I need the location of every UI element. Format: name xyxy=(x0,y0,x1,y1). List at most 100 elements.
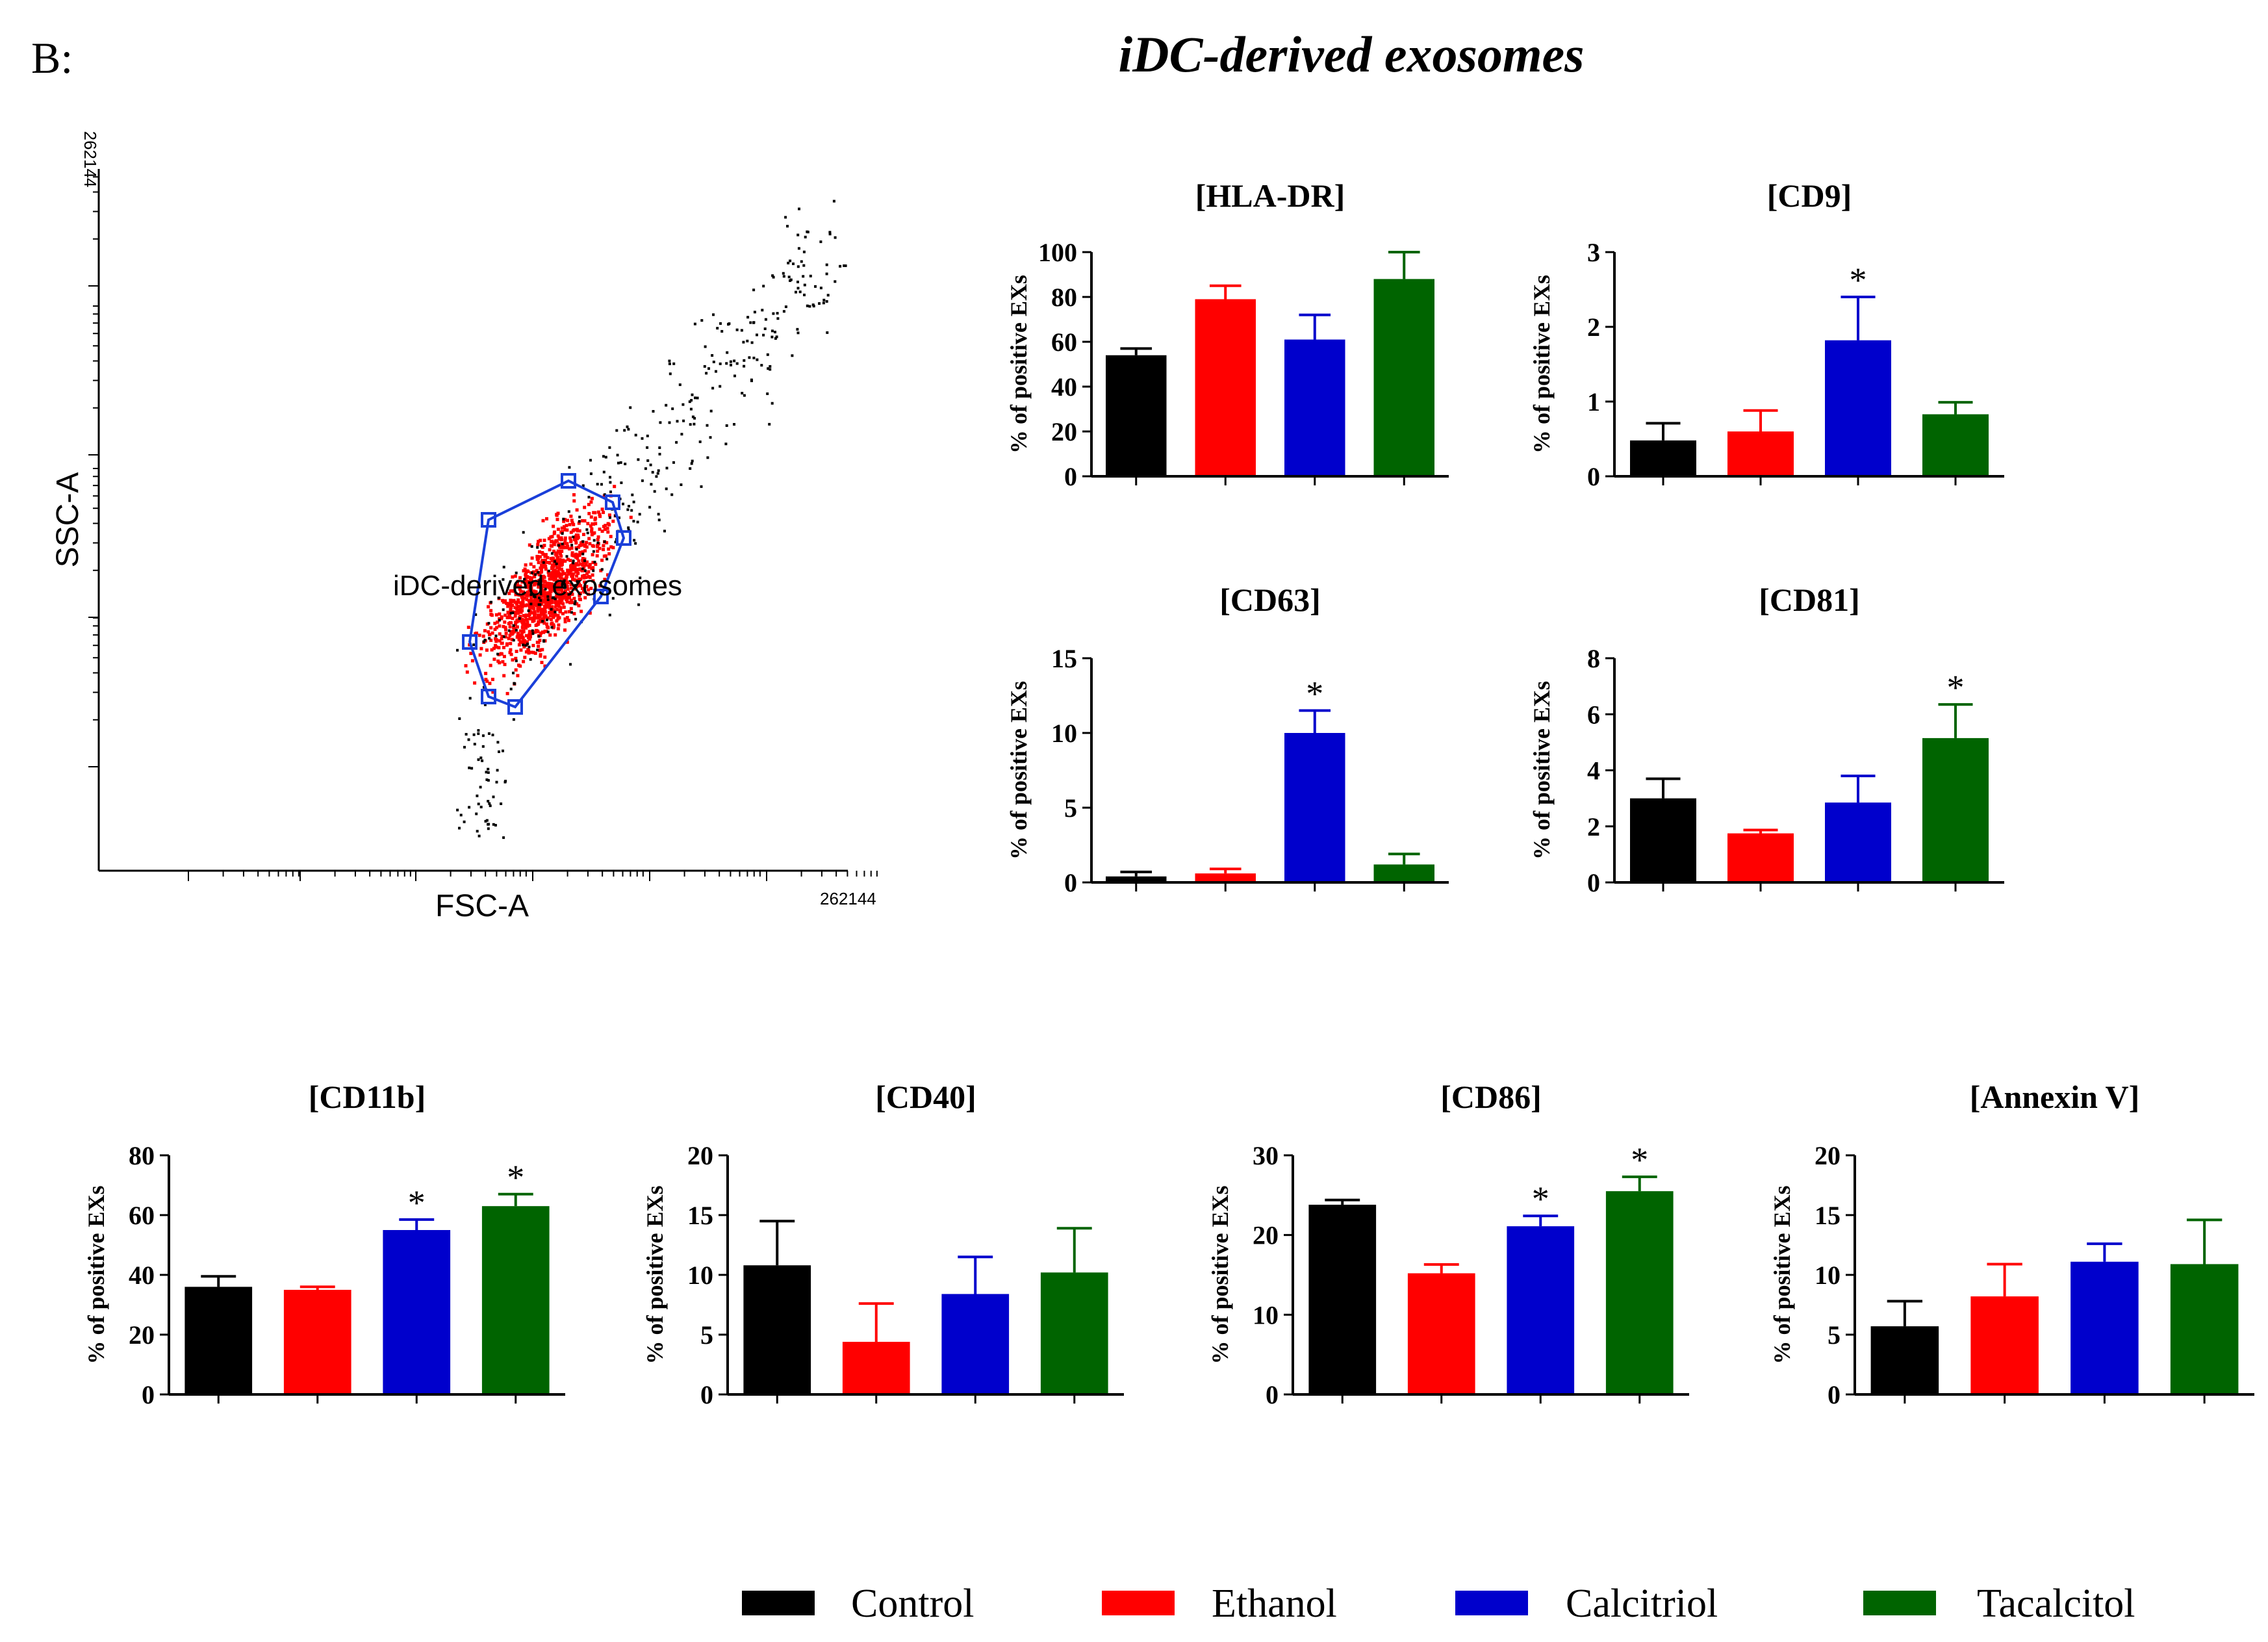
event-dot xyxy=(578,567,582,571)
event-dot xyxy=(555,591,559,595)
outlier-dot xyxy=(468,697,472,700)
event-dot xyxy=(537,539,541,543)
event-dot xyxy=(528,613,531,616)
event-dot xyxy=(555,619,559,623)
event-dot xyxy=(555,594,559,598)
event-dot xyxy=(523,656,527,660)
event-dot xyxy=(519,648,523,652)
event-dot xyxy=(552,524,555,528)
event-dot xyxy=(518,584,522,588)
event-dot xyxy=(566,587,570,591)
bar-chart: [CD81] % of positive EXs * 0 2 4 6 8 xyxy=(1529,582,2004,897)
event-dot xyxy=(522,593,526,597)
event-dot xyxy=(528,543,531,547)
event-dot xyxy=(580,543,584,547)
event-dot xyxy=(508,615,512,619)
outlier-dot xyxy=(742,340,745,344)
event-dot xyxy=(540,579,544,583)
y-tick-label: 60 xyxy=(129,1201,155,1230)
event-dot xyxy=(549,590,553,594)
y-tick-label: 0 xyxy=(700,1380,713,1409)
outlier-dot xyxy=(769,368,772,371)
outlier-dot xyxy=(496,652,500,656)
event-dot xyxy=(531,570,535,574)
event-dot xyxy=(505,691,509,695)
event-dot xyxy=(587,502,591,506)
outlier-dot xyxy=(693,422,696,426)
outlier-dot xyxy=(536,648,539,652)
event-dot xyxy=(529,584,533,588)
outlier-dot xyxy=(649,463,652,467)
outlier-dot xyxy=(762,333,765,337)
outlier-dot xyxy=(818,302,821,305)
y-axis-label: % of positive EXs xyxy=(1529,275,1555,454)
outlier-dot xyxy=(570,543,574,546)
outlier-dot xyxy=(604,455,607,459)
event-dot xyxy=(518,576,522,580)
event-dot xyxy=(512,589,516,593)
event-dot xyxy=(587,565,591,569)
event-dot xyxy=(559,530,563,534)
event-dot xyxy=(511,631,515,635)
outlier-dot xyxy=(637,458,640,461)
outlier-dot xyxy=(593,561,596,563)
outlier-dot xyxy=(743,394,746,397)
outlier-dot xyxy=(574,584,577,587)
outlier-dot xyxy=(485,819,489,822)
y-tick-label: 10 xyxy=(1253,1300,1279,1329)
event-dot xyxy=(541,574,545,578)
event-dot xyxy=(560,598,564,602)
outlier-dot xyxy=(482,640,485,643)
event-dot xyxy=(576,563,580,567)
event-dot xyxy=(554,583,557,587)
outlier-dot xyxy=(748,356,751,359)
event-dot xyxy=(523,567,527,571)
event-dot xyxy=(582,574,586,578)
event-dot xyxy=(531,643,535,647)
event-dot xyxy=(552,624,556,628)
outlier-dot xyxy=(626,425,629,428)
bar-calcitriol xyxy=(1825,802,1891,882)
outlier-dot xyxy=(547,569,550,572)
event-dot xyxy=(540,661,544,664)
event-dot xyxy=(578,584,582,587)
event-dot xyxy=(549,557,553,560)
event-dot xyxy=(569,565,573,569)
event-dot xyxy=(587,570,591,574)
event-dot xyxy=(531,605,535,609)
event-dot xyxy=(603,578,607,582)
event-dot xyxy=(524,604,528,608)
outlier-dot xyxy=(646,446,649,449)
outlier-dot xyxy=(468,806,471,809)
outlier-dot xyxy=(636,520,639,524)
outlier-dot xyxy=(644,467,647,470)
outlier-dot xyxy=(763,327,767,330)
event-dot xyxy=(561,570,565,574)
outlier-dot xyxy=(492,823,495,826)
event-dot xyxy=(591,573,594,577)
outlier-dot xyxy=(668,421,671,424)
event-dot xyxy=(586,522,590,526)
event-dot xyxy=(569,569,573,572)
event-dot xyxy=(526,590,529,594)
outlier-dot xyxy=(691,393,694,396)
significance-marker: * xyxy=(1947,668,1965,707)
event-dot xyxy=(539,631,543,635)
event-dot xyxy=(492,647,496,650)
event-dot xyxy=(565,598,568,602)
event-dot xyxy=(538,639,542,642)
outlier-dot xyxy=(502,836,505,840)
outlier-dot xyxy=(487,771,490,774)
event-dot xyxy=(526,621,529,624)
event-dot xyxy=(550,571,554,574)
event-dot xyxy=(540,589,543,593)
outlier-dot xyxy=(512,639,515,642)
event-dot xyxy=(583,543,587,547)
event-dot xyxy=(520,605,524,609)
bar-control xyxy=(185,1287,253,1394)
event-dot xyxy=(541,559,544,562)
outlier-dot xyxy=(668,359,671,363)
outlier-dot xyxy=(541,620,544,623)
event-dot xyxy=(509,608,513,611)
event-dot xyxy=(516,611,520,615)
